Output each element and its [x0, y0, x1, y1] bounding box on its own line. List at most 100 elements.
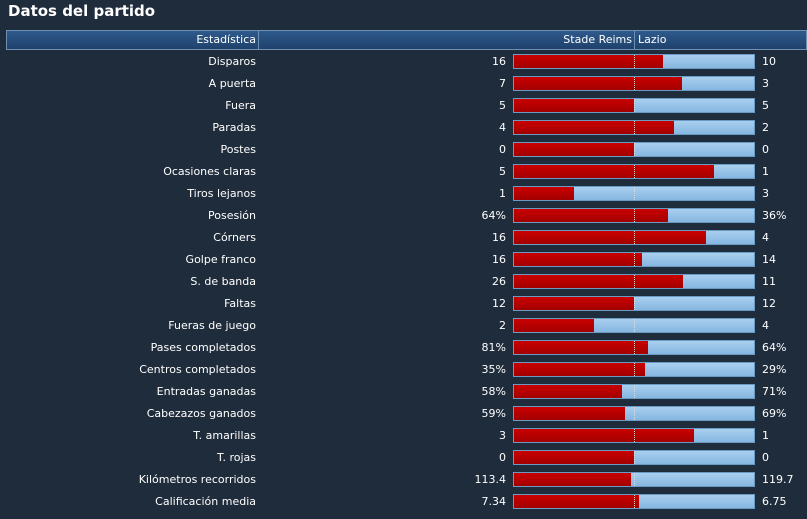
- home-share-fill: [514, 495, 640, 508]
- away-value: 3: [762, 77, 769, 90]
- away-value: 69%: [762, 407, 787, 420]
- midpoint-marker: [634, 231, 635, 244]
- stat-label: Tiros lejanos: [187, 187, 256, 200]
- home-share-fill: [514, 363, 646, 376]
- comparison-bar: [513, 98, 755, 113]
- home-share-fill: [514, 77, 682, 90]
- comparison-bar: [513, 296, 755, 311]
- away-value: 4: [762, 231, 769, 244]
- stat-label: Calificación media: [155, 495, 256, 508]
- page-title: Datos del partido: [8, 2, 156, 20]
- comparison-bar: [513, 120, 755, 135]
- home-value: 58%: [481, 385, 506, 398]
- home-share-fill: [514, 451, 634, 464]
- stat-row: Faltas 12 12: [0, 293, 807, 315]
- home-value: 0: [499, 451, 506, 464]
- column-header-away-team[interactable]: Lazio: [638, 33, 667, 46]
- stat-label: T. amarillas: [193, 429, 256, 442]
- away-value: 14: [762, 253, 776, 266]
- stat-row: Calificación media 7.34 6.75: [0, 491, 807, 513]
- stat-label: Paradas: [212, 121, 256, 134]
- home-share-fill: [514, 165, 714, 178]
- comparison-bar: [513, 208, 755, 223]
- stat-row: Ocasiones claras 5 1: [0, 161, 807, 183]
- comparison-bar: [513, 230, 755, 245]
- home-share-fill: [514, 253, 642, 266]
- stat-row: S. de banda 26 11: [0, 271, 807, 293]
- stat-row: Cabezazos ganados 59% 69%: [0, 403, 807, 425]
- comparison-bar: [513, 428, 755, 443]
- home-value: 0: [499, 143, 506, 156]
- home-share-fill: [514, 473, 631, 486]
- stat-label: Faltas: [224, 297, 256, 310]
- away-value: 71%: [762, 385, 787, 398]
- home-value: 3: [499, 429, 506, 442]
- midpoint-marker: [634, 429, 635, 442]
- home-value: 5: [499, 165, 506, 178]
- stat-label: Golpe franco: [185, 253, 256, 266]
- away-value: 11: [762, 275, 776, 288]
- stat-label: Disparos: [208, 55, 256, 68]
- midpoint-marker: [634, 341, 635, 354]
- stat-label: Cabezazos ganados: [146, 407, 256, 420]
- stat-label: Centros completados: [139, 363, 256, 376]
- column-header-stat[interactable]: Estadística: [7, 31, 259, 49]
- stat-label: Córners: [213, 231, 256, 244]
- away-value: 119.7: [762, 473, 794, 486]
- away-value: 0: [762, 143, 769, 156]
- comparison-bar: [513, 186, 755, 201]
- stat-row: Entradas ganadas 58% 71%: [0, 381, 807, 403]
- comparison-bar: [513, 76, 755, 91]
- stat-label: Kilómetros recorridos: [138, 473, 256, 486]
- stat-label: Posesión: [208, 209, 256, 222]
- column-header-home-team[interactable]: Stade Reims: [563, 33, 632, 46]
- home-share-fill: [514, 231, 706, 244]
- away-value: 5: [762, 99, 769, 112]
- column-divider: [634, 31, 635, 49]
- comparison-bar: [513, 384, 755, 399]
- comparison-bar: [513, 164, 755, 179]
- away-value: 2: [762, 121, 769, 134]
- away-value: 3: [762, 187, 769, 200]
- away-value: 29%: [762, 363, 787, 376]
- stat-row: Tiros lejanos 1 3: [0, 183, 807, 205]
- away-value: 1: [762, 165, 769, 178]
- home-share-fill: [514, 297, 634, 310]
- stat-label: Ocasiones claras: [163, 165, 256, 178]
- comparison-bar: [513, 362, 755, 377]
- away-value: 36%: [762, 209, 787, 222]
- stat-row: Córners 16 4: [0, 227, 807, 249]
- stat-row: Posesión 64% 36%: [0, 205, 807, 227]
- home-share-fill: [514, 187, 574, 200]
- stat-label: S. de banda: [190, 275, 256, 288]
- home-share-fill: [514, 385, 622, 398]
- midpoint-marker: [634, 451, 635, 464]
- midpoint-marker: [634, 407, 635, 420]
- midpoint-marker: [634, 165, 635, 178]
- midpoint-marker: [634, 275, 635, 288]
- home-value: 26: [492, 275, 506, 288]
- home-share-fill: [514, 341, 649, 354]
- midpoint-marker: [634, 99, 635, 112]
- comparison-bar: [513, 252, 755, 267]
- midpoint-marker: [634, 77, 635, 90]
- stat-row: T. amarillas 3 1: [0, 425, 807, 447]
- comparison-bar: [513, 450, 755, 465]
- home-value: 1: [499, 187, 506, 200]
- midpoint-marker: [634, 143, 635, 156]
- stat-label: Postes: [220, 143, 256, 156]
- stat-row: Kilómetros recorridos 113.4 119.7: [0, 469, 807, 491]
- home-value: 2: [499, 319, 506, 332]
- comparison-bar: [513, 54, 755, 69]
- midpoint-marker: [634, 495, 635, 508]
- stat-row: Paradas 4 2: [0, 117, 807, 139]
- home-value: 12: [492, 297, 506, 310]
- midpoint-marker: [634, 319, 635, 332]
- stat-label: Pases completados: [150, 341, 256, 354]
- home-value: 7: [499, 77, 506, 90]
- comparison-bar: [513, 494, 755, 509]
- midpoint-marker: [634, 297, 635, 310]
- home-share-fill: [514, 55, 663, 68]
- comparison-bar: [513, 274, 755, 289]
- home-share-fill: [514, 319, 594, 332]
